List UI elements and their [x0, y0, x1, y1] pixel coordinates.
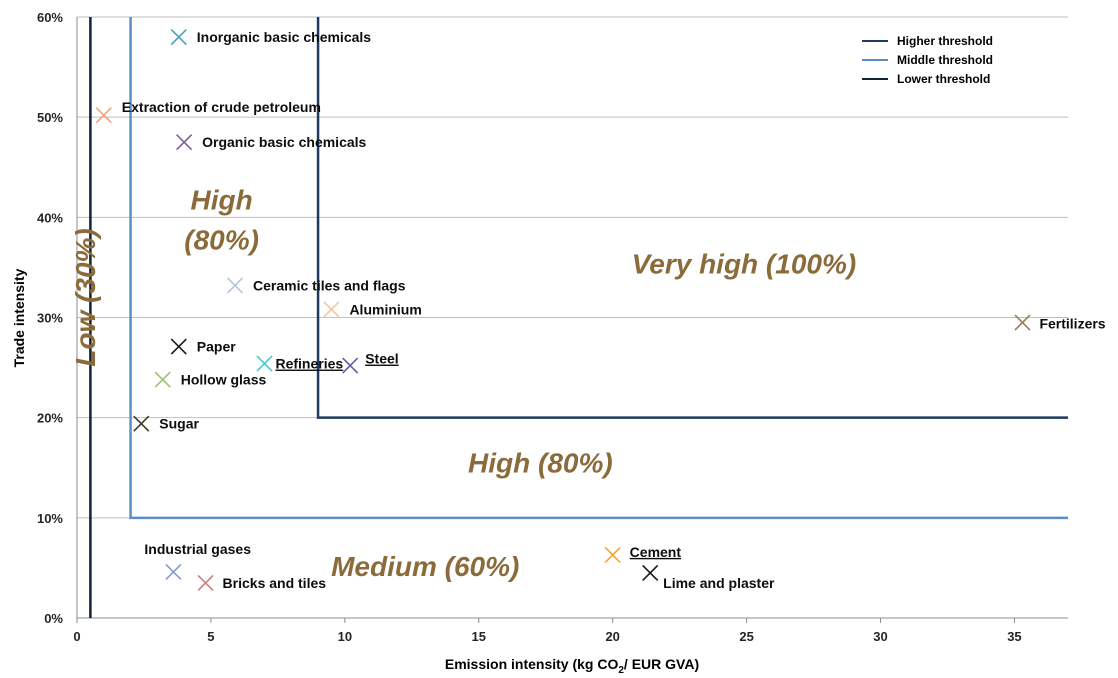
data-point-8 [154, 371, 171, 388]
y-tick-label-6: 60% [37, 10, 63, 25]
x-tick-label-3: 15 [472, 629, 486, 644]
point-label-12: Bricks and tiles [223, 575, 327, 591]
data-point-12 [197, 574, 214, 592]
region-label-1: High (80%) [468, 448, 613, 479]
x-tick-label-7: 35 [1007, 629, 1021, 644]
data-point-14 [642, 564, 659, 581]
point-label-0: Inorganic basic chemicals [197, 29, 372, 45]
data-point-0 [170, 28, 187, 46]
region-label-2: Medium (60%) [331, 551, 519, 582]
data-point-6 [256, 355, 273, 372]
region-labels: Very high (100%) High (80%) Medium (60%) Hi… [70, 184, 856, 582]
legend-entry-0: Higher threshold [897, 34, 993, 48]
point-label-1: Extraction of crude petroleum [122, 99, 321, 115]
point-label-10: Fertilizers [1039, 316, 1105, 332]
data-point-10 [1014, 314, 1031, 331]
y-tick-label-1: 10% [37, 511, 63, 526]
point-label-6: Refineries [275, 356, 343, 372]
legend-entry-2: Lower threshold [897, 72, 990, 86]
data-point-7 [342, 357, 359, 374]
data-point-9 [133, 415, 150, 432]
y-tick-label-2: 20% [37, 411, 63, 426]
threshold-line-0 [316, 17, 1068, 419]
data-point-5 [170, 338, 187, 355]
x-axis-title: Emission intensity (kg CO2/ EUR GVA) [445, 656, 699, 676]
x-tick-label-0: 0 [73, 629, 80, 644]
region-label-5: Low (30%) [70, 228, 101, 366]
point-label-9: Sugar [159, 416, 199, 432]
y-tick-label-5: 50% [37, 110, 63, 125]
x-tick-label-6: 30 [873, 629, 887, 644]
legend: Higher threshold Middle threshold Lower th… [862, 34, 993, 86]
data-point-1 [95, 107, 112, 124]
region-label-3: High [191, 184, 253, 215]
y-tick-label-3: 30% [37, 311, 63, 326]
region-label-0: Very high (100%) [632, 248, 857, 279]
data-point-2 [176, 134, 193, 151]
point-label-13: Cement [630, 544, 682, 560]
gridlines [77, 16, 1068, 519]
point-label-11: Industrial gases [144, 541, 251, 557]
data-point-13 [604, 546, 621, 563]
x-tick-label-2: 10 [338, 629, 352, 644]
x-tick-label-1: 5 [207, 629, 214, 644]
point-label-8: Hollow glass [181, 372, 267, 388]
point-label-3: Ceramic tiles and flags [253, 277, 406, 293]
y-axis-title: Trade intensity [11, 268, 27, 367]
y-tick-label-4: 40% [37, 210, 63, 225]
point-label-5: Paper [197, 339, 236, 355]
data-point-3 [226, 277, 244, 294]
x-tick-label-4: 20 [605, 629, 619, 644]
axes: 0% 10% 20% 30% 40% 50% 60% 0 5 10 15 20 25 30 35 [37, 10, 1068, 644]
data-point-11 [165, 563, 182, 580]
x-tick-label-5: 25 [739, 629, 753, 644]
point-label-2: Organic basic chemicals [202, 134, 366, 150]
y-tick-label-0: 0% [44, 611, 63, 626]
legend-entry-1: Middle threshold [897, 53, 993, 67]
region-label-4: (80%) [184, 224, 259, 255]
threshold-lines [89, 17, 1068, 618]
point-label-14: Lime and plaster [663, 575, 775, 591]
data-points: Inorganic basic chemicals Extraction of c… [95, 28, 1106, 592]
threshold-line-1 [129, 17, 1068, 520]
data-point-4 [323, 301, 340, 318]
point-label-7: Steel [365, 351, 398, 367]
point-label-4: Aluminium [349, 301, 421, 317]
